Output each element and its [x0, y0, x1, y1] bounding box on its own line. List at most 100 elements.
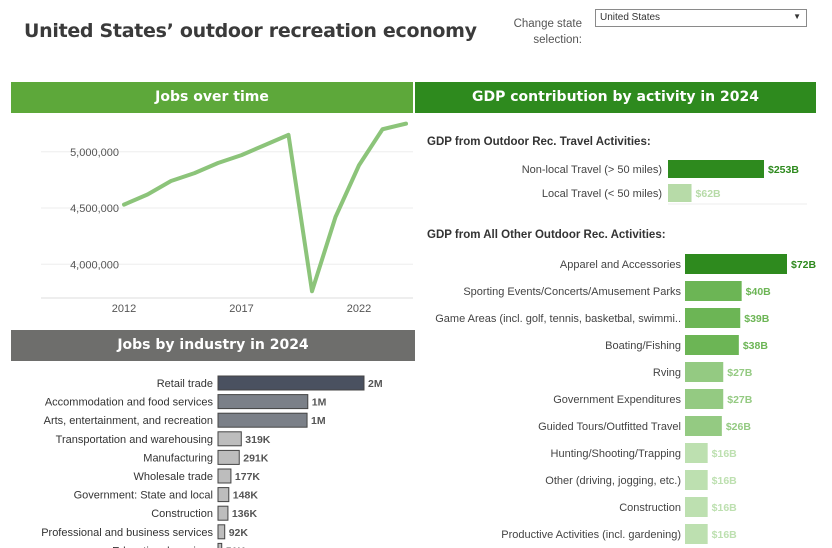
activity-category-label: Construction [619, 502, 681, 514]
state-selector-label: Change state selection: [513, 18, 582, 46]
industry-category-label: Transportation and warehousing [56, 434, 213, 446]
industry-bar [217, 524, 226, 540]
activity-bar [685, 362, 724, 382]
activity-category-label: Other (driving, jogging, etc.) [545, 475, 681, 487]
industry-bar [217, 449, 240, 465]
industry-category-label: Wholesale trade [134, 471, 214, 483]
activity-bar [685, 443, 708, 463]
activity-category-label: Guided Tours/Outfitted Travel [538, 421, 681, 433]
jobs-data-point [193, 171, 196, 175]
jobs-data-point [334, 215, 337, 219]
jobs-data-point [122, 203, 126, 207]
industry-category-label: Educational services [112, 545, 213, 548]
activity-bar [685, 254, 787, 274]
jobs-data-point [216, 161, 220, 165]
industry-category-label: Accommodation and food services [45, 397, 214, 409]
y-tick-label: 4,000,000 [70, 259, 119, 271]
jobs-line-chart[interactable]: 4,000,000 4,500,000 5,000,000 2012 2017 2022 [11, 113, 413, 318]
activity-value-label: $38B [743, 340, 769, 352]
travel-group-heading: GDP from Outdoor Rec. Travel Activities: [427, 136, 651, 148]
jobs-data-point [169, 179, 173, 183]
activity-bar [685, 308, 741, 328]
jobs-data-point [381, 127, 384, 131]
activity-bar [685, 497, 708, 517]
jobs-by-industry-chart[interactable]: Retail trade 2M Accommodation and food ser… [11, 362, 415, 548]
gdp-by-activity-chart[interactable]: GDP from Outdoor Rec. Travel Activities:… [415, 113, 832, 548]
y-tick-label: 5,000,000 [70, 147, 119, 159]
industry-value-label: 2M [368, 378, 383, 390]
activity-category-label: Hunting/Shooting/Trapping [551, 448, 681, 460]
activity-bar [685, 524, 708, 544]
activity-bar [685, 470, 708, 490]
jobs-over-time-title: Jobs over time [11, 82, 413, 113]
activity-category-label: Game Areas (incl. golf, tennis, basketba… [435, 313, 681, 325]
gdp-by-activity-title: GDP contribution by activity in 2024 [415, 82, 816, 113]
jobs-data-point [310, 289, 314, 293]
industry-category-label: Professional and business services [41, 527, 213, 539]
activity-category-label: Sporting Events/Concerts/Amusement Parks [463, 286, 681, 298]
y-tick-label: 4,500,000 [70, 203, 119, 215]
travel-value-label: $62B [696, 188, 722, 200]
activity-category-label: Productive Activities (incl. gardening) [501, 529, 681, 541]
industry-category-label: Manufacturing [143, 452, 213, 464]
activity-value-label: $40B [746, 286, 772, 298]
industry-value-label: 136K [232, 508, 258, 520]
industry-bar [217, 394, 309, 410]
x-tick-label: 2012 [112, 303, 136, 315]
activity-value-label: $27B [727, 367, 753, 379]
activity-category-label: Rving [653, 367, 681, 379]
jobs-data-point [146, 193, 149, 196]
state-select-dropdown[interactable]: United States ▼ [595, 9, 807, 27]
activity-value-label: $27B [727, 394, 753, 406]
jobs-data-point [287, 133, 290, 137]
travel-bar [668, 160, 764, 178]
industry-bar [217, 431, 242, 447]
x-tick-label: 2017 [229, 303, 253, 315]
activity-category-label: Apparel and Accessories [560, 259, 682, 271]
industry-bar [217, 375, 365, 391]
industry-value-label: 92K [229, 527, 249, 539]
jobs-data-point [263, 143, 267, 147]
activity-bar [685, 389, 724, 409]
travel-category-label: Non-local Travel (> 50 miles) [522, 164, 662, 176]
activity-value-label: $16B [712, 475, 738, 487]
industry-value-label: 177K [235, 471, 261, 483]
jobs-data-point [404, 122, 408, 126]
industry-bar [217, 487, 230, 503]
industry-bar [217, 542, 223, 548]
industry-value-label: 291K [243, 452, 269, 464]
jobs-series-line [122, 121, 408, 294]
page-title: United States’ outdoor recreation econom… [24, 20, 477, 42]
industry-category-label: Arts, entertainment, and recreation [44, 415, 213, 427]
industry-category-label: Government: State and local [74, 490, 213, 502]
activity-value-label: $16B [712, 448, 738, 460]
activity-value-label: $39B [744, 313, 770, 325]
travel-bar [668, 184, 692, 202]
activity-category-label: Boating/Fishing [605, 340, 681, 352]
activity-bar [685, 416, 722, 436]
activity-bar [685, 281, 742, 301]
activity-category-label: Government Expenditures [553, 394, 681, 406]
jobs-data-point [357, 163, 361, 167]
state-select-value: United States [600, 12, 661, 23]
travel-value-label: $253B [768, 164, 799, 176]
industry-value-label: 319K [245, 434, 271, 446]
industry-category-label: Retail trade [157, 378, 213, 390]
industry-value-label: 148K [233, 490, 259, 502]
jobs-data-point [240, 153, 243, 157]
chevron-down-icon: ▼ [793, 12, 801, 21]
industry-value-label: 51K [226, 545, 246, 548]
activity-bar [685, 335, 739, 355]
activity-value-label: $16B [712, 502, 738, 514]
industry-bar [217, 505, 229, 521]
industry-value-label: 1M [311, 415, 326, 427]
x-tick-label: 2022 [347, 303, 371, 315]
activity-value-label: $72B [791, 259, 817, 271]
jobs-by-industry-title: Jobs by industry in 2024 [11, 330, 415, 361]
other-group-heading: GDP from All Other Outdoor Rec. Activiti… [427, 229, 666, 241]
industry-bar [217, 468, 232, 484]
activity-value-label: $26B [726, 421, 752, 433]
industry-value-label: 1M [312, 397, 327, 409]
industry-category-label: Construction [151, 508, 213, 520]
industry-bar [217, 412, 308, 428]
